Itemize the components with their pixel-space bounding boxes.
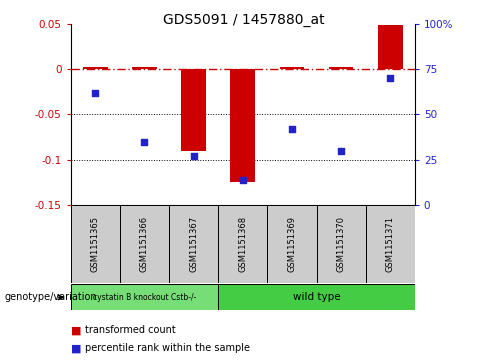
Text: GSM1151369: GSM1151369: [287, 216, 296, 272]
Bar: [218, 205, 267, 283]
Text: GSM1151370: GSM1151370: [337, 216, 346, 272]
Point: [288, 126, 296, 132]
Bar: [132, 67, 157, 69]
Point: [386, 75, 394, 81]
Bar: [366, 205, 415, 283]
Bar: [230, 69, 255, 182]
Point: [91, 90, 99, 95]
Text: GSM1151368: GSM1151368: [238, 216, 247, 272]
Text: GDS5091 / 1457880_at: GDS5091 / 1457880_at: [163, 13, 325, 27]
Text: cystatin B knockout Cstb-/-: cystatin B knockout Cstb-/-: [93, 293, 196, 302]
Bar: [280, 67, 304, 69]
Text: GSM1151367: GSM1151367: [189, 216, 198, 272]
Text: GSM1151366: GSM1151366: [140, 216, 149, 272]
Bar: [182, 69, 206, 151]
Bar: [120, 205, 169, 283]
Text: GSM1151371: GSM1151371: [386, 216, 395, 272]
Point: [337, 148, 345, 154]
Bar: [71, 205, 120, 283]
Text: percentile rank within the sample: percentile rank within the sample: [85, 343, 250, 354]
Text: transformed count: transformed count: [85, 325, 176, 335]
Bar: [83, 67, 108, 69]
Bar: [218, 284, 415, 310]
Text: ■: ■: [71, 343, 81, 354]
Bar: [378, 25, 403, 69]
Text: ■: ■: [71, 325, 81, 335]
Bar: [71, 284, 218, 310]
Bar: [169, 205, 218, 283]
Text: genotype/variation: genotype/variation: [5, 292, 98, 302]
Bar: [267, 205, 317, 283]
Bar: [329, 67, 353, 69]
Text: GSM1151365: GSM1151365: [91, 216, 100, 272]
Point: [141, 139, 148, 144]
Point: [239, 177, 247, 183]
Bar: [317, 205, 366, 283]
Text: wild type: wild type: [293, 292, 340, 302]
Point: [190, 153, 198, 159]
